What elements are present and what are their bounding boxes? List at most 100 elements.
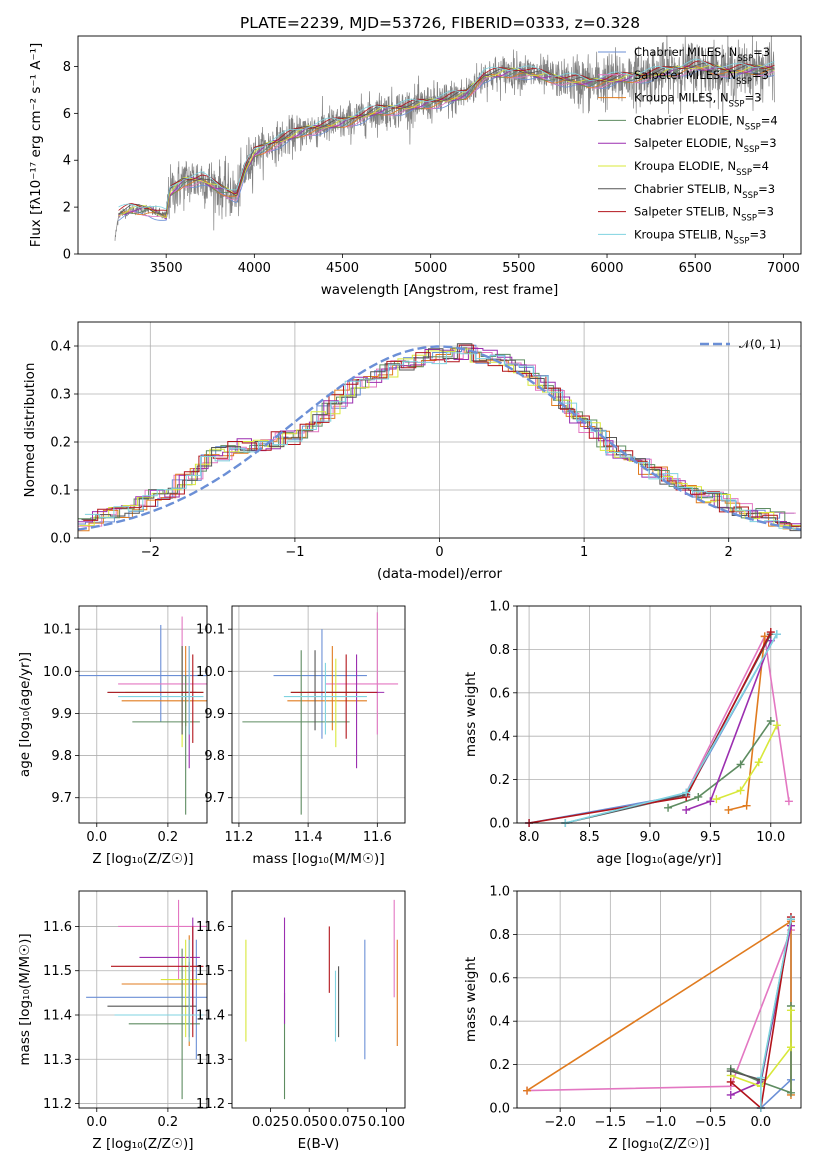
age_vs_Z-ytick-label: 9.8	[51, 749, 72, 764]
legend-tail: =4	[752, 159, 769, 173]
weight-marker-kroupa-elodie	[786, 1043, 795, 1052]
figure-title: PLATE=2239, MJD=53726, FIBERID=0333, z=0…	[240, 14, 640, 32]
weight_vs_age-xlabel: age [log₁₀(age/yr)]	[596, 851, 721, 867]
spectrum-xlabel: wavelength [Angstrom, rest frame]	[321, 282, 559, 298]
age_vs_Z-ytick-label: 9.7	[51, 791, 72, 806]
residuals-ytick-label: 0.0	[50, 532, 71, 547]
age_vs_mass-xtick-label: 11.2	[224, 830, 253, 845]
residual-hist-kroupa-elodie	[79, 348, 801, 527]
weight_vs_Z-xtick-label: −1.0	[645, 1115, 677, 1130]
mass_vs_ebv-frame	[231, 890, 406, 1109]
weight_vs_age-axes: 8.0 8.5 9.0 9.5 10.0 0.0 0.2 0.4 0.6 0.8 1.0 age [l…	[463, 600, 802, 867]
weight_vs_age-ytick-label: 0.6	[489, 686, 510, 701]
weight-marker-kroupa-elodie	[786, 1006, 795, 1015]
weight-line-kroupa-miles	[526, 919, 792, 1095]
weight_vs_age-frame	[516, 605, 802, 824]
weight_vs_Z-ytick-label: 0.2	[489, 1058, 510, 1073]
mass_vs_ebv-xtick-label: 0.100	[368, 1115, 405, 1130]
weight-marker-kroupa-miles	[760, 632, 769, 641]
weight_vs_age-xtick-label: 9.0	[640, 830, 661, 845]
residuals-xtick-label: −2	[141, 545, 160, 560]
legend-tail: =4	[761, 113, 778, 127]
weight-marker-salpeter-stelib	[726, 1077, 735, 1086]
legend-label: Kroupa MILES, NSSP=3	[634, 91, 761, 110]
residual-hist-kroupa-stelib	[84, 352, 801, 530]
weight-marker-kroupa-elodie	[736, 786, 745, 795]
residuals-ytick-label: 0.4	[50, 340, 71, 355]
weight_vs_Z-frame	[516, 890, 802, 1109]
mass_vs_Z-ytick-label: 11.5	[43, 964, 72, 979]
mass_vs_ebv-xlabel: E(B-V)	[298, 1136, 340, 1152]
legend-tail: =3	[744, 91, 761, 105]
legend-label: Kroupa STELIB, NSSP=3	[634, 227, 766, 246]
weight-marker-chabrier-elodie	[694, 792, 703, 801]
legend-label: Kroupa ELODIE, NSSP=4	[634, 159, 769, 178]
weight_vs_age-xtick-label: 8.5	[579, 830, 600, 845]
mass_vs_ebv-axes: 0.025 0.050 0.075 0.100 11.2 11.3 11.4 11.5 11.6…	[196, 890, 406, 1152]
age_vs_mass-ytick-label: 10.0	[196, 665, 225, 680]
residual-hist-kroupa-miles	[78, 348, 798, 532]
weight_vs_age-ytick-label: 0.8	[489, 643, 510, 658]
residual-hist-chabrier-elodie	[78, 347, 800, 528]
mass_vs_Z-ytick-label: 11.3	[43, 1053, 72, 1068]
residuals-axes: −2 −1 0 1 2 0.0 0.1 0.2 0.3 0.4 (data-model)/error…	[22, 321, 802, 582]
legend-tail: =3	[760, 136, 777, 150]
mass_vs_Z-ytick-label: 11.2	[43, 1097, 72, 1112]
legend-subscript: SSP	[744, 145, 760, 155]
weight_vs_age-ytick-label: 0.2	[489, 773, 510, 788]
weight_vs_age-ytick-label: 1.0	[489, 600, 510, 615]
age_vs_mass-xtick-label: 11.4	[294, 830, 323, 845]
weight_vs_age-xtick-label: 10.0	[756, 830, 785, 845]
weight_vs_Z-xtick-label: −0.5	[695, 1115, 727, 1130]
mass_vs_Z-xtick-label: 0.2	[158, 1115, 179, 1130]
legend-subscript: SSP	[737, 54, 753, 64]
residuals-ytick-label: 0.2	[50, 436, 71, 451]
spectrum-ytick-label: 4	[63, 154, 71, 169]
weight-line-kroupa-miles	[728, 636, 766, 811]
weight-marker-kroupa-stelib	[772, 630, 781, 639]
spectrum-xtick-label: 6000	[590, 261, 623, 276]
weight-marker-salpeter-stelib	[766, 628, 775, 637]
model-spectrum-kroupa-elodie	[118, 64, 775, 219]
age_vs_Z-xlabel: Z [log₁₀(Z/Z☉)]	[92, 851, 193, 867]
spectrum-ytick-label: 6	[63, 107, 71, 122]
spectrum-xtick-label: 6500	[679, 261, 712, 276]
weight-marker-kroupa-elodie	[754, 758, 763, 767]
weight_vs_Z-xtick-label: −1.5	[595, 1115, 627, 1130]
mass_vs_ebv-xtick-label: 0.050	[291, 1115, 328, 1130]
weight_vs_Z-xtick-label: −2.0	[544, 1115, 576, 1130]
spectrum-xtick-label: 4500	[326, 261, 359, 276]
weight-marker-salpeter-elodie	[726, 1090, 735, 1099]
legend-label: Salpeter STELIB, NSSP=3	[634, 205, 774, 224]
residuals-xtick-label: −1	[285, 545, 304, 560]
age_vs_mass-axes: 11.2 11.4 11.6 9.7 9.8 9.9 10.0 10.1 mass [log₁₀…	[196, 605, 406, 867]
weight-marker-kroupa-stelib	[682, 788, 691, 797]
residual-hist-chabrier-stelib	[81, 343, 801, 532]
weight_vs_Z-xtick-label: 0.0	[751, 1115, 772, 1130]
spectrum-xtick-label: 5500	[502, 261, 535, 276]
age_vs_mass-ytick-label: 9.8	[204, 749, 225, 764]
weight-marker-chabrier-elodie	[664, 803, 673, 812]
legend-tail: =3	[757, 205, 774, 219]
age_vs_mass-frame	[231, 605, 406, 824]
age_vs_Z-xtick-label: 0.0	[86, 830, 107, 845]
age_vs_mass-xlabel: mass [log₁₀(M/M☉)]	[252, 851, 384, 867]
weight-marker-chabrier-elodie	[766, 717, 775, 726]
residuals-ytick-label: 0.1	[50, 484, 71, 499]
mass_vs_Z-ylabel: mass [log₁₀(M/M☉)]	[17, 933, 33, 1065]
weight-marker-salpeter-miles	[784, 797, 793, 806]
age_vs_Z-ylabel: age [log₁₀(age/yr)]	[17, 652, 33, 777]
residuals-xlabel: (data-model)/error	[377, 566, 503, 582]
mass_vs_ebv-ytick-label: 11.6	[196, 920, 225, 935]
weight-line-salpeter-miles	[526, 929, 792, 1092]
weight_vs_Z-ytick-label: 0.4	[489, 1015, 510, 1030]
model-spectrum-chabrier-elodie	[118, 65, 775, 219]
age_vs_Z-frame	[78, 605, 208, 824]
spectrum-ylabel: Flux [fλ10⁻¹⁷ erg cm⁻² s⁻¹ A⁻¹]	[28, 43, 44, 248]
mass_vs_Z-frame	[78, 890, 208, 1109]
legend-label: Chabrier STELIB, NSSP=3	[634, 182, 775, 201]
legend-subscript: SSP	[741, 214, 757, 224]
mass_vs_ebv-xtick-label: 0.025	[252, 1115, 289, 1130]
spectrum-xtick-label: 3500	[150, 261, 183, 276]
